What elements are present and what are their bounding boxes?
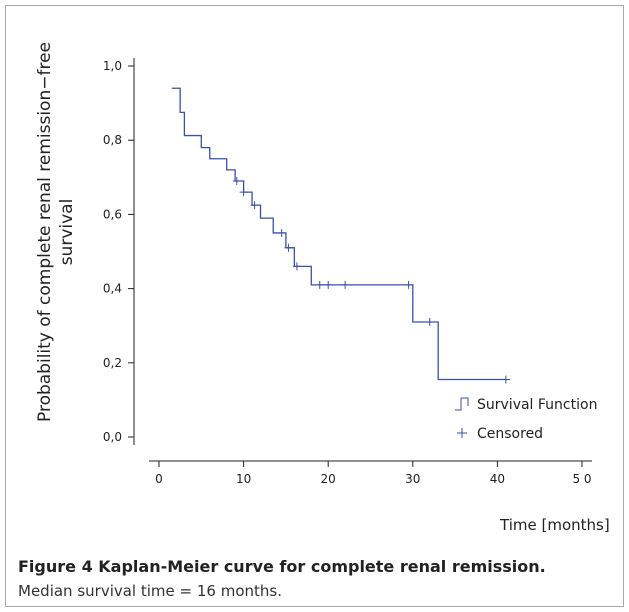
y-axis-label-line: Probability of complete renal remission−… xyxy=(35,42,55,422)
censor-mark xyxy=(404,280,413,289)
legend-symbol xyxy=(455,397,469,411)
censor-mark xyxy=(232,177,241,186)
caption-title: Kaplan-Meier curve for complete renal re… xyxy=(98,557,545,576)
censor-mark xyxy=(284,243,293,252)
y-tick-label: 1,0 xyxy=(103,59,122,73)
censor-mark xyxy=(292,262,301,271)
y-tick-label: 0,2 xyxy=(103,356,122,370)
frame xyxy=(5,5,624,607)
y-tick-label: 0,4 xyxy=(103,282,122,296)
censor-mark xyxy=(239,188,248,197)
censor-mark xyxy=(315,280,324,289)
y-tick-label: 0,6 xyxy=(103,207,122,221)
caption-heading: Figure 4 Kaplan-Meier curve for complete… xyxy=(18,557,546,576)
legend-symbol xyxy=(457,428,467,438)
x-axis-label: Time [months] xyxy=(499,516,610,534)
x-tick-label: 20 xyxy=(321,472,336,486)
x-tick-label: 30 xyxy=(405,472,420,486)
censor-mark xyxy=(277,228,286,237)
x-tick-label: 0 xyxy=(155,472,163,486)
y-tick-label: 0,0 xyxy=(103,430,122,444)
y-axis-label: Probability of complete renal remission−… xyxy=(35,42,77,422)
censor-mark xyxy=(324,280,333,289)
survival-line xyxy=(171,87,506,381)
y-axis-label-line: survival xyxy=(57,199,77,266)
x-tick-label: 5 0 xyxy=(572,472,591,486)
x-tick-label: 10 xyxy=(236,472,251,486)
caption-label: Figure 4 xyxy=(18,557,93,576)
x-tick-label: 40 xyxy=(490,472,505,486)
censor-mark xyxy=(341,280,350,289)
censor-mark xyxy=(250,201,259,210)
legend-label: Survival Function xyxy=(477,397,597,413)
legend-label: Censored xyxy=(477,426,543,442)
censor-mark xyxy=(501,375,510,384)
caption-text: Median survival time = 16 months. xyxy=(18,582,282,600)
censor-mark xyxy=(425,317,434,326)
y-tick-label: 0,8 xyxy=(103,133,122,147)
